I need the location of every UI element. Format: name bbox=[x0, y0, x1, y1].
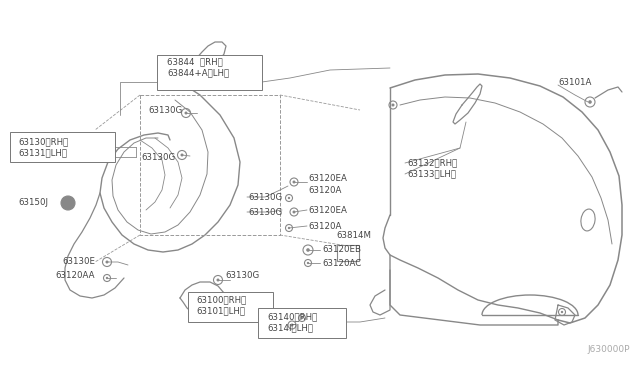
Text: 63844  （RH）: 63844 （RH） bbox=[167, 58, 223, 67]
Text: 63132（RH）: 63132（RH） bbox=[407, 158, 457, 167]
Bar bbox=[10, 132, 115, 162]
Bar bbox=[337, 245, 359, 261]
Text: 63120EA: 63120EA bbox=[308, 205, 347, 215]
Circle shape bbox=[291, 324, 294, 327]
Circle shape bbox=[106, 260, 109, 263]
Text: 63131（LH）: 63131（LH） bbox=[18, 148, 67, 157]
Text: 63120AA: 63120AA bbox=[55, 270, 95, 279]
Circle shape bbox=[184, 112, 188, 115]
Text: 63120A: 63120A bbox=[308, 186, 341, 195]
Text: 63120AC: 63120AC bbox=[322, 259, 361, 267]
Text: 63130G: 63130G bbox=[248, 208, 282, 217]
Text: 63101A: 63101A bbox=[558, 77, 591, 87]
Text: 63130（RH）: 63130（RH） bbox=[18, 138, 68, 147]
Circle shape bbox=[288, 197, 290, 199]
Text: 63133（LH）: 63133（LH） bbox=[407, 170, 456, 179]
Text: 63130E: 63130E bbox=[62, 257, 95, 266]
Text: 63100（RH）: 63100（RH） bbox=[196, 295, 246, 305]
Text: 63150J: 63150J bbox=[18, 198, 48, 206]
Circle shape bbox=[288, 227, 290, 229]
Text: 6314I（LH）: 6314I（LH） bbox=[267, 324, 313, 333]
Text: 63120A: 63120A bbox=[308, 221, 341, 231]
Text: 63101（LH）: 63101（LH） bbox=[196, 307, 245, 315]
Text: 63130G: 63130G bbox=[248, 192, 282, 202]
Bar bbox=[258, 308, 346, 338]
Circle shape bbox=[292, 211, 296, 214]
Bar bbox=[157, 55, 262, 90]
Circle shape bbox=[61, 196, 75, 210]
Text: 63120EB: 63120EB bbox=[322, 244, 361, 253]
Text: 63130G: 63130G bbox=[148, 106, 182, 115]
Circle shape bbox=[307, 262, 309, 264]
Circle shape bbox=[292, 180, 296, 183]
Circle shape bbox=[561, 311, 563, 313]
Circle shape bbox=[392, 103, 394, 106]
Circle shape bbox=[301, 317, 303, 319]
Text: 63140（RH）: 63140（RH） bbox=[267, 312, 317, 321]
Circle shape bbox=[588, 100, 592, 104]
Text: 63120EA: 63120EA bbox=[308, 173, 347, 183]
Text: 63130G: 63130G bbox=[225, 270, 259, 279]
Circle shape bbox=[306, 248, 310, 252]
Circle shape bbox=[106, 277, 108, 279]
Text: 63844+A（LH）: 63844+A（LH） bbox=[167, 68, 229, 77]
Text: J630000P: J630000P bbox=[588, 345, 630, 354]
Text: 63130G: 63130G bbox=[141, 153, 175, 161]
Text: 63814M: 63814M bbox=[336, 231, 371, 240]
Bar bbox=[188, 292, 273, 322]
Circle shape bbox=[216, 279, 220, 282]
Circle shape bbox=[180, 154, 184, 157]
